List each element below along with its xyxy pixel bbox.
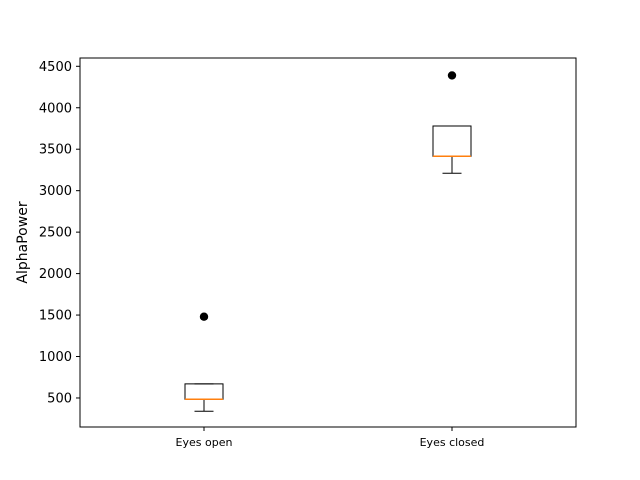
y-tick-label: 3500 xyxy=(39,143,72,158)
axes-layer: 500 1000 1500 2000 2500 3000 3500 4000 4500 Eyes … xyxy=(39,57,577,449)
y-tick-label: 2500 xyxy=(39,226,72,241)
outlier-point xyxy=(199,312,209,321)
box-group xyxy=(184,312,224,412)
y-tick-label: 2000 xyxy=(39,267,72,282)
axes-frame xyxy=(79,57,577,428)
boxes-layer xyxy=(184,71,472,412)
y-tick-label: 3000 xyxy=(39,184,72,199)
box-group xyxy=(432,71,472,174)
y-tick-label: 1500 xyxy=(39,309,72,324)
x-tick-label: Eyes closed xyxy=(420,436,485,449)
y-axis-label: AlphaPower xyxy=(15,201,31,283)
y-tick-label: 500 xyxy=(47,391,72,406)
box-iqr xyxy=(184,383,224,400)
y-tick-label: 4500 xyxy=(39,60,72,75)
y-tick-label: 1000 xyxy=(39,350,72,365)
box-iqr xyxy=(432,125,472,157)
x-tick-label: Eyes open xyxy=(176,436,233,449)
outlier-point xyxy=(447,71,457,80)
y-tick-label: 4000 xyxy=(39,101,72,116)
